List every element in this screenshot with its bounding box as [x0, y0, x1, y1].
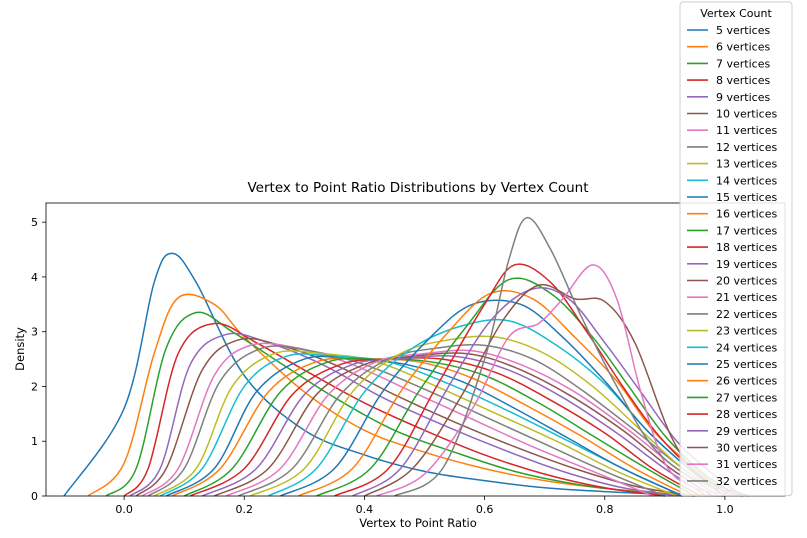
series-line-17 — [225, 349, 720, 497]
legend-entry-label: 18 vertices — [716, 241, 777, 254]
legend-entry-label: 22 vertices — [716, 308, 777, 321]
series-line-28 — [394, 217, 744, 497]
x-axis-title: Vertex to Point Ratio — [359, 516, 477, 530]
legend: Vertex Count 5 vertices 6 vertices 7 vertic… — [679, 1, 793, 497]
series-line-27 — [376, 264, 744, 497]
legend-entry-label: 5 vertices — [716, 24, 770, 37]
legend-entry-label: 12 vertices — [716, 141, 777, 154]
legend-entry-label: 16 vertices — [716, 208, 777, 221]
legend-entry-label: 26 vertices — [716, 375, 777, 388]
legend-entry-label: 15 vertices — [716, 191, 777, 204]
x-tick-label: 0.2 — [236, 503, 254, 516]
legend-entry-label: 6 vertices — [716, 41, 770, 54]
series-line-3 — [105, 311, 695, 497]
legend-entry-label: 29 vertices — [716, 425, 777, 438]
legend-entry-label: 13 vertices — [716, 158, 777, 171]
legend-entry-label: 20 vertices — [716, 275, 777, 288]
legend-entry-label: 31 vertices — [716, 458, 777, 471]
series-line-12 — [171, 357, 690, 497]
legend-entry-label: 32 vertices — [716, 475, 777, 488]
x-tick-label: 1.0 — [716, 503, 734, 516]
series-line-5 — [129, 332, 683, 497]
legend-entry-label: 7 vertices — [716, 57, 770, 70]
series-line-7 — [141, 342, 654, 497]
series-line-1 — [63, 252, 725, 497]
legend-entry-label: 24 vertices — [716, 341, 777, 354]
legend-entry-label: 19 vertices — [716, 258, 777, 271]
series-line-16 — [213, 352, 714, 497]
y-tick-label: 1 — [31, 435, 38, 448]
y-tick-label: 3 — [31, 326, 38, 339]
series-line-6 — [135, 337, 696, 497]
legend-entry-label: 21 vertices — [716, 291, 777, 304]
series-line-24 — [334, 263, 732, 497]
legend-title: Vertex Count — [700, 7, 772, 20]
legend-entry-label: 14 vertices — [716, 174, 777, 187]
x-tick-label: 0.8 — [596, 503, 614, 516]
series-line-4 — [123, 322, 665, 497]
series-line-13 — [183, 357, 696, 497]
plot-area — [45, 202, 786, 497]
series-line-19 — [249, 335, 726, 497]
legend-entry-label: 8 vertices — [716, 74, 770, 87]
series-line-14 — [189, 357, 702, 497]
x-tick-label: 0.0 — [115, 503, 133, 516]
legend-entry-label: 30 vertices — [716, 442, 777, 455]
legend-entry-label: 25 vertices — [716, 358, 777, 371]
legend-entry-label: 28 vertices — [716, 408, 777, 421]
series-line-20 — [267, 318, 726, 497]
legend-entry-label: 9 vertices — [716, 91, 770, 104]
series-line-11 — [165, 355, 684, 497]
series-line-18 — [237, 343, 726, 497]
legend-entry-label: 10 vertices — [716, 108, 777, 121]
legend-entry-label: 27 vertices — [716, 391, 777, 404]
x-tick-label: 0.6 — [476, 503, 494, 516]
x-tick-label: 0.4 — [356, 503, 374, 516]
y-tick-label: 5 — [31, 216, 38, 229]
y-tick-label: 2 — [31, 380, 38, 393]
legend-entry-label: 17 vertices — [716, 224, 777, 237]
chart-title: Vertex to Point Ratio Distributions by V… — [247, 180, 588, 196]
x-axis: 0.0 0.2 0.4 0.6 0.8 1.0 — [115, 496, 734, 516]
legend-box — [679, 1, 793, 497]
legend-entry-label: 23 vertices — [716, 325, 777, 338]
series-line-26 — [364, 283, 750, 497]
y-tick-label: 0 — [31, 490, 38, 503]
y-axis: 0 1 2 3 4 5 — [31, 216, 46, 503]
y-tick-label: 4 — [31, 271, 38, 284]
legend-entry-label: 11 vertices — [716, 124, 777, 137]
y-axis-title: Density — [13, 327, 27, 371]
